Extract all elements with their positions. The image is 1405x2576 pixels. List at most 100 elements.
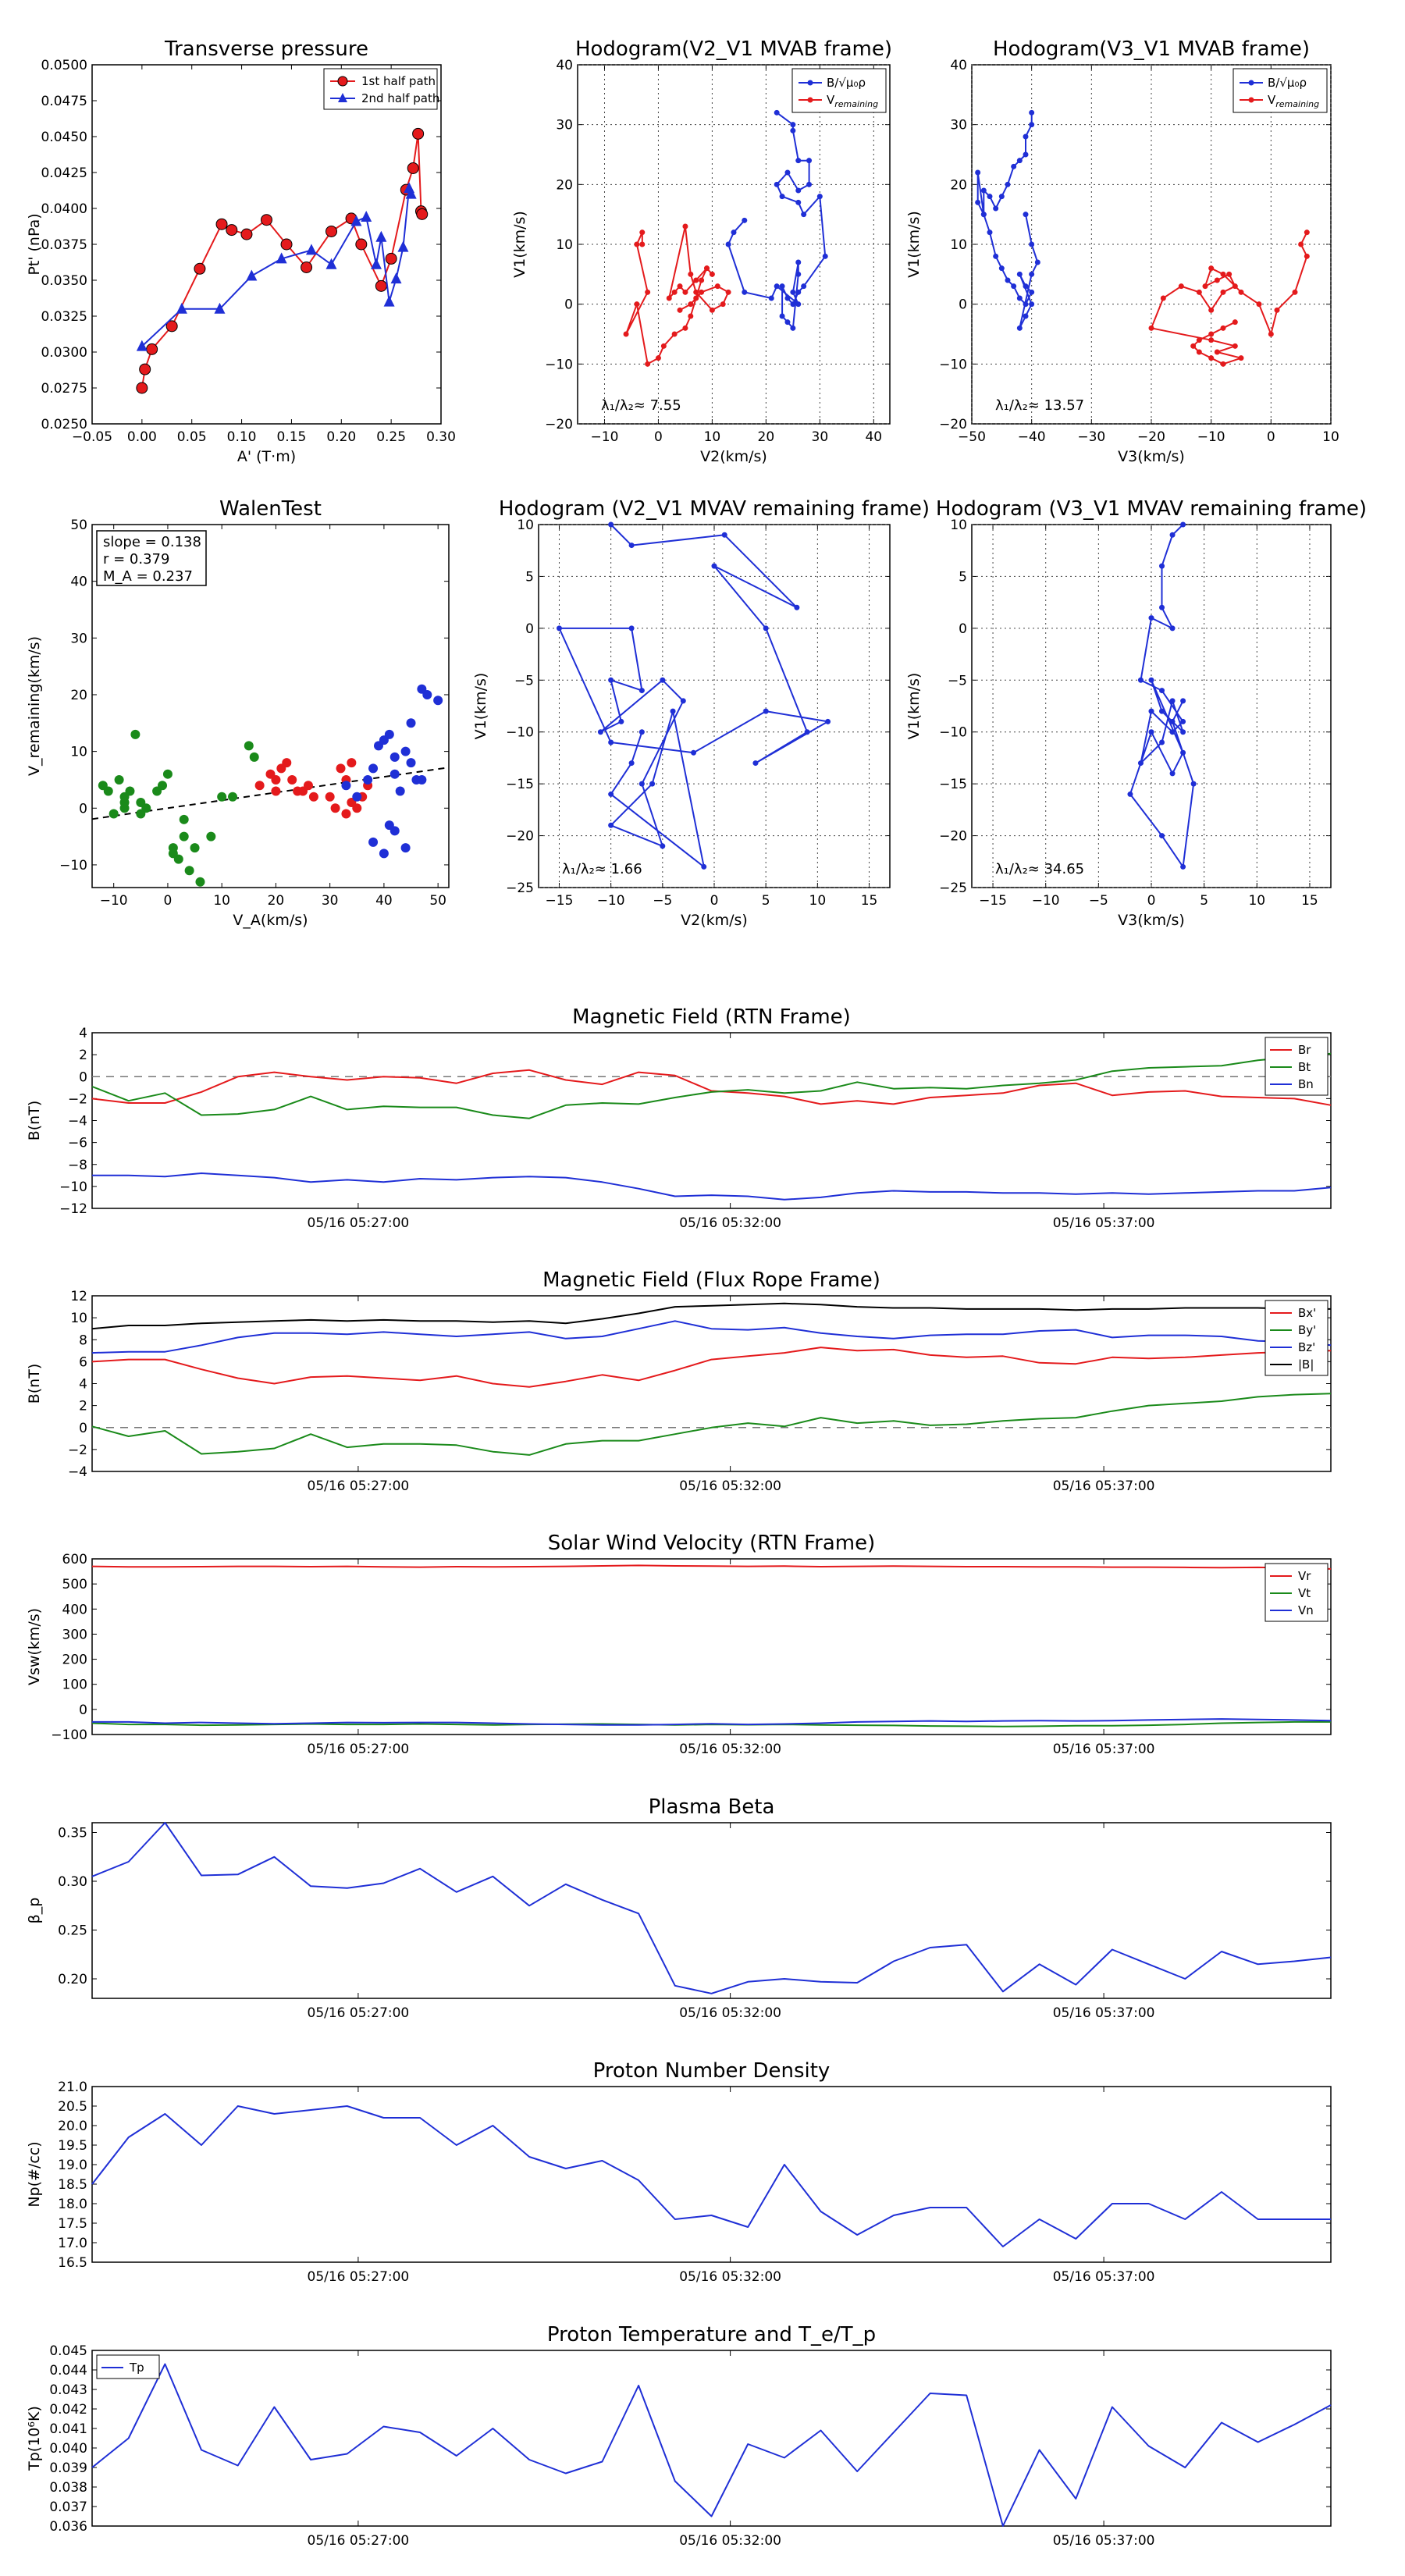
y-tick-label: −20 <box>506 829 534 845</box>
x-tick-label: 05/16 05:37:00 <box>1053 2533 1155 2549</box>
data-point <box>1304 253 1310 259</box>
data-point <box>795 158 802 164</box>
data-point <box>136 809 146 819</box>
data-point <box>389 752 400 762</box>
data-point <box>125 786 135 796</box>
panel-title-hodr_v3: Hodogram (V3_V1 MVAV remaining frame) <box>936 497 1367 521</box>
eigen-ratio: λ₁/λ₂≈ 13.57 <box>995 397 1084 414</box>
y-axis-label-beta: β_p <box>26 1898 43 1924</box>
x-axis-label-walen: V_A(km/s) <box>233 912 308 929</box>
series-line-Bz' <box>91 1320 1332 1354</box>
data-point <box>660 343 667 349</box>
y-tick-label: 4 <box>79 1377 87 1393</box>
legend-label: 2nd half path <box>361 91 439 105</box>
series-line-Tp <box>91 2363 1332 2527</box>
y-axis-label-hod_v2: V1(km/s) <box>511 211 528 278</box>
y-tick-label: 0.042 <box>49 2402 87 2418</box>
data-point <box>699 277 705 283</box>
data-point <box>422 689 432 699</box>
data-point <box>801 283 807 290</box>
y-tick-label: 17.5 <box>58 2216 87 2232</box>
y-tick-label: 19.5 <box>58 2138 87 2154</box>
y-tick-label: 21.0 <box>58 2080 87 2095</box>
data-point <box>709 271 715 277</box>
legend-label: Vr <box>1298 1569 1311 1583</box>
y-tick-label: −5 <box>514 673 534 688</box>
y-axis-label-vsw: Vsw(km/s) <box>26 1608 43 1685</box>
data-point <box>1196 289 1202 295</box>
data-point <box>1029 301 1035 308</box>
data-point <box>176 302 187 314</box>
data-point <box>384 820 394 831</box>
y-tick-label: 17.0 <box>58 2236 87 2251</box>
data-point <box>731 229 737 236</box>
x-tick-label: 50 <box>429 893 446 909</box>
y-tick-label: 0 <box>79 1069 87 1085</box>
series-line-By' <box>91 1393 1332 1456</box>
data-point <box>397 240 409 252</box>
data-point <box>246 269 258 281</box>
data-point <box>1005 277 1011 283</box>
series-line-Bx' <box>91 1347 1332 1388</box>
data-point <box>352 792 362 802</box>
x-tick-label: 10 <box>809 893 827 909</box>
x-tick-label: 0 <box>1267 429 1275 445</box>
data-point <box>368 837 379 847</box>
y-tick-label: 0.30 <box>58 1874 87 1890</box>
data-point <box>406 758 416 768</box>
y-tick-label: −2 <box>68 1443 87 1458</box>
data-point <box>1169 625 1176 632</box>
y-tick-label: 10 <box>70 1311 87 1326</box>
data-point <box>375 279 387 292</box>
data-point <box>980 187 987 194</box>
y-tick-label: 19.0 <box>58 2158 87 2173</box>
data-point <box>1034 259 1040 265</box>
data-point <box>677 283 683 290</box>
data-point <box>136 340 148 351</box>
y-tick-label: −10 <box>506 725 534 741</box>
data-point <box>1169 729 1176 735</box>
x-tick-label: 05/16 05:32:00 <box>679 1478 781 1494</box>
data-point <box>1220 361 1226 367</box>
data-point <box>1023 133 1029 140</box>
x-axis-label-pt: A' (T·m) <box>237 448 296 465</box>
y-tick-label: 30 <box>70 631 87 646</box>
legend-box <box>791 68 887 113</box>
legend-label: Br <box>1298 1043 1311 1057</box>
y-tick-label: −4 <box>68 1114 87 1130</box>
x-tick-label: 15 <box>1301 893 1318 909</box>
data-point <box>1011 163 1017 169</box>
data-point <box>638 688 645 694</box>
series-line <box>1129 524 1195 868</box>
data-point <box>993 205 999 212</box>
x-tick-label: 20 <box>268 893 285 909</box>
legend-label: Vn <box>1298 1603 1314 1617</box>
y-tick-label: 0.043 <box>49 2382 87 2398</box>
data-point <box>671 331 678 337</box>
series-line-Br <box>91 1069 1332 1106</box>
y-tick-label: 200 <box>62 1653 87 1668</box>
data-point <box>1159 563 1165 569</box>
y-tick-label: 0.041 <box>49 2421 87 2437</box>
y-tick-label: 0.0300 <box>41 345 87 361</box>
data-point <box>293 786 303 796</box>
data-point <box>742 217 748 223</box>
data-point <box>1226 271 1232 277</box>
data-point <box>395 786 405 796</box>
x-tick-label: −50 <box>958 429 986 445</box>
data-point <box>795 271 802 277</box>
y-tick-label: 0.0500 <box>41 58 87 73</box>
x-axis-label-hod_v3: V3(km/s) <box>1118 448 1185 465</box>
data-point <box>825 718 831 724</box>
y-tick-label: 4 <box>79 1026 87 1041</box>
fit-line <box>91 767 450 820</box>
x-tick-label: −40 <box>1018 429 1046 445</box>
stats-box <box>96 530 207 586</box>
data-point <box>383 295 395 307</box>
x-tick-label: −10 <box>100 893 128 909</box>
x-tick-label: 05/16 05:32:00 <box>679 2533 781 2549</box>
y-tick-label: 0.35 <box>58 1826 87 1841</box>
data-point <box>1169 718 1176 724</box>
data-point <box>704 265 710 272</box>
series-line-|B| <box>91 1302 1331 1330</box>
